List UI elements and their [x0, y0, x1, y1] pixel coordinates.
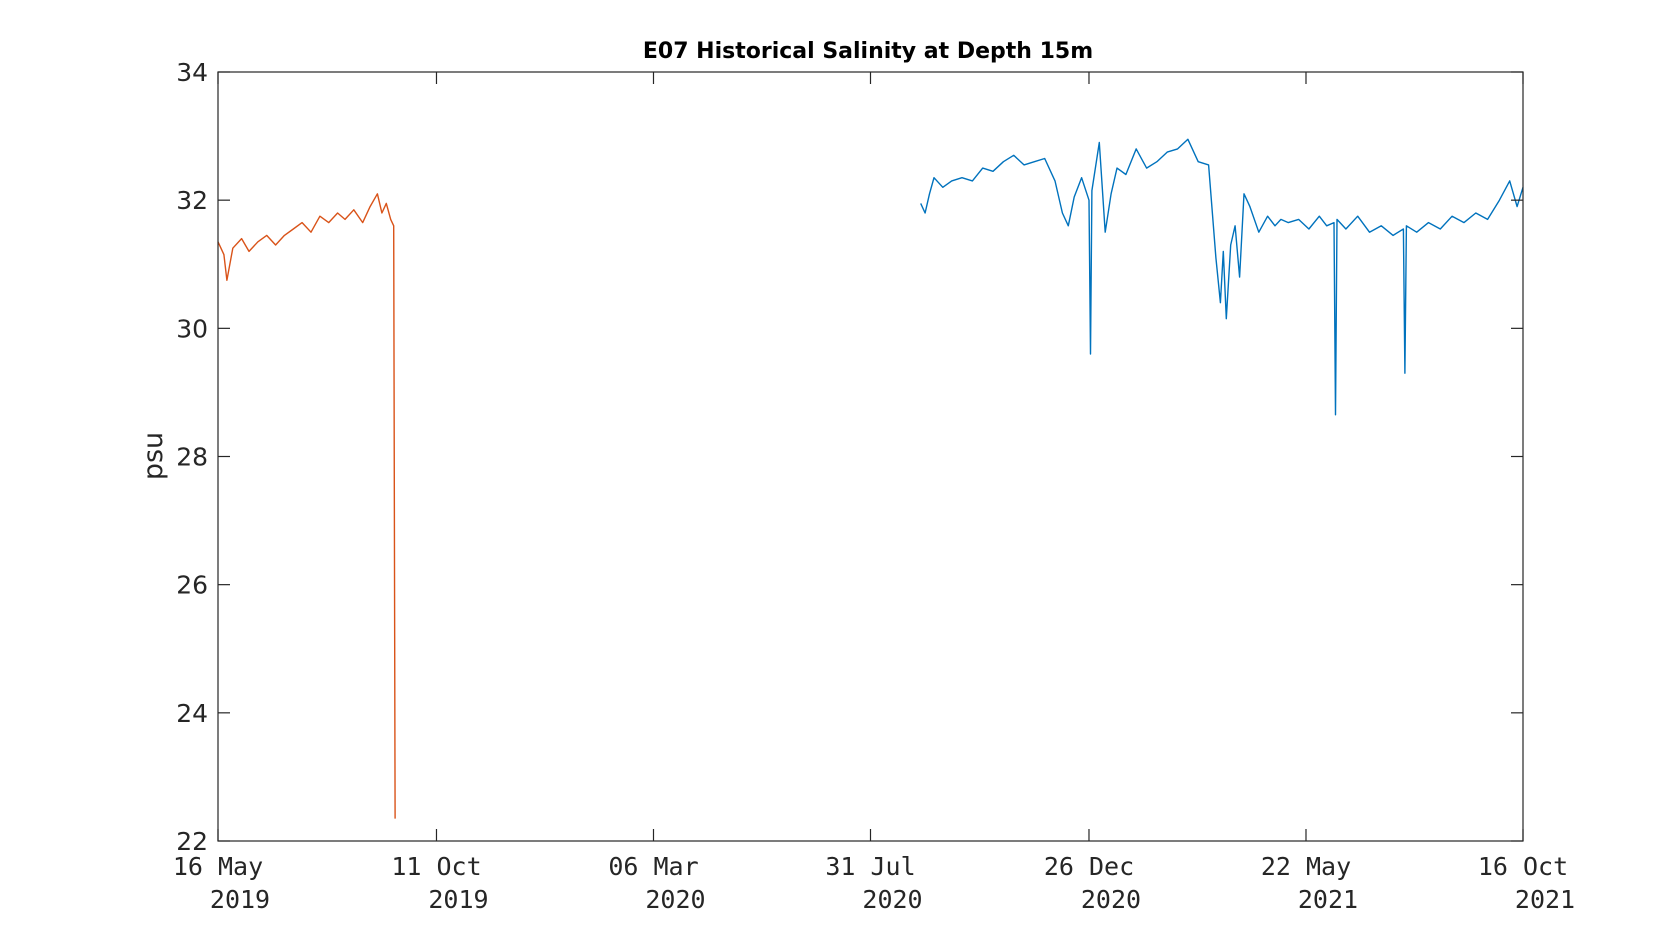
x-tick-label-year: 2020 — [1081, 885, 1141, 914]
x-tick-label-year: 2021 — [1298, 885, 1358, 914]
y-tick-label: 24 — [176, 699, 208, 728]
x-tick-label-year: 2019 — [428, 885, 488, 914]
x-tick-label-day: 06 Mar — [608, 852, 698, 881]
x-tick-label-day: 22 May — [1261, 852, 1351, 881]
y-axis-label: psu — [138, 432, 169, 480]
x-tick-label-day: 16 May — [173, 852, 263, 881]
y-tick-label: 28 — [176, 443, 208, 472]
x-tick-label-year: 2020 — [645, 885, 705, 914]
ticks-layer: 16 May 2019 11 Oct 2019 06 Mar 2020 31 Jul 2020… — [173, 58, 1575, 914]
x-tick-label-day: 26 Dec — [1044, 852, 1134, 881]
series-line-2 — [920, 138, 1524, 416]
y-tick-label: 30 — [176, 314, 208, 343]
y-tick-label: 26 — [176, 571, 208, 600]
series-layer — [217, 138, 1524, 819]
y-tick-label: 32 — [176, 186, 208, 215]
x-tick-label-year: 2021 — [1515, 885, 1575, 914]
y-tick-label: 34 — [176, 58, 208, 87]
x-tick-label-day: 16 Oct — [1478, 852, 1568, 881]
x-tick-label-year: 2020 — [862, 885, 922, 914]
series-line-1 — [217, 193, 396, 819]
plot-frame — [217, 71, 1524, 842]
chart-title: E07 Historical Salinity at Depth 15m — [643, 39, 1093, 64]
y-tick-label: 22 — [176, 827, 208, 856]
x-tick-label-day: 11 Oct — [391, 852, 481, 881]
x-tick-label-year: 2019 — [210, 885, 270, 914]
x-tick-label-day: 31 Jul — [825, 852, 915, 881]
